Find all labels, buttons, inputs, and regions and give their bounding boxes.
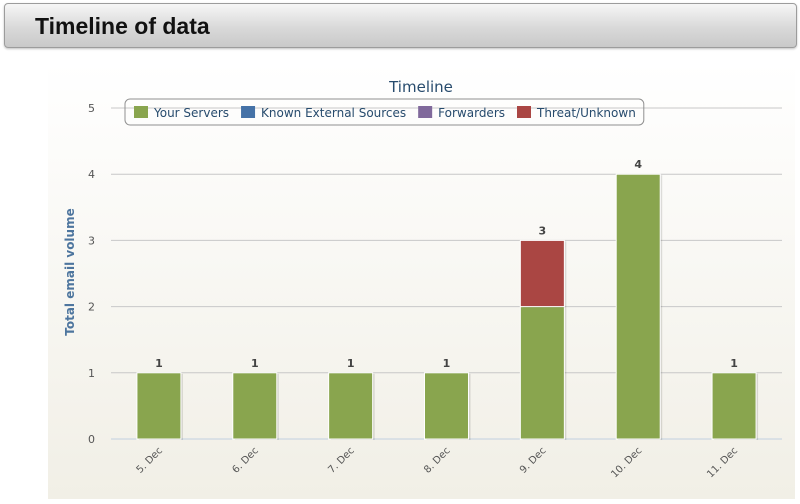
bar-segment[interactable] [519, 306, 565, 440]
bar-segment[interactable] [328, 372, 374, 440]
y-tick-label: 2 [88, 301, 95, 314]
x-tick-label: 8. Dec [422, 445, 452, 475]
data-label: 1 [251, 357, 259, 370]
bars: 1 1 1 1 3 4 1 [136, 158, 759, 440]
legend-label: Known External Sources [261, 106, 406, 120]
bar-segment[interactable] [136, 372, 182, 440]
panel-header: Timeline of data [4, 3, 797, 48]
legend-item[interactable]: Forwarders [418, 106, 505, 120]
x-tick-label: 5. Dec [135, 445, 165, 475]
x-axis-ticks: 5. Dec 6. Dec 7. Dec 8. Dec 9. Dec 10. Dec 11.… [135, 445, 741, 480]
legend-label: Forwarders [438, 106, 505, 120]
legend-item[interactable]: Your Servers [134, 106, 229, 120]
panel-title: Timeline of data [35, 13, 210, 39]
chart-area: Timeline Total email volume 1 1 1 1 3 4 1 0 1 2 3… [48, 62, 795, 499]
timeline-chart: Timeline Total email volume 1 1 1 1 3 4 1 0 1 2 3… [63, 78, 782, 480]
legend-item[interactable]: Threat/Unknown [517, 106, 636, 120]
data-label: 1 [443, 357, 451, 370]
bar-segment[interactable] [615, 173, 661, 440]
bar-segment[interactable] [424, 372, 469, 440]
legend-label: Your Servers [153, 106, 229, 120]
y-tick-label: 3 [88, 234, 95, 247]
data-label: 3 [539, 224, 547, 237]
x-tick-label: 7. Dec [326, 445, 356, 475]
y-tick-label: 0 [88, 433, 95, 446]
legend-swatch [241, 106, 256, 118]
x-tick-label: 10. Dec [609, 445, 644, 480]
legend-swatch [418, 106, 433, 118]
chart-title: Timeline [388, 78, 453, 96]
data-label: 1 [730, 357, 738, 370]
x-tick-label: 9. Dec [518, 445, 548, 475]
legend-box [124, 98, 645, 126]
x-tick-label: 11. Dec [705, 445, 740, 480]
legend-label: Threat/Unknown [536, 106, 636, 120]
legend-item[interactable]: Known External Sources [241, 106, 406, 120]
data-label: 1 [347, 357, 355, 370]
bar-segment[interactable] [711, 372, 757, 440]
x-tick-label: 6. Dec [230, 445, 260, 475]
grid-lines [111, 107, 782, 440]
bar-segment[interactable] [519, 239, 565, 308]
y-tick-label: 4 [88, 168, 95, 181]
legend-swatch [134, 106, 148, 118]
y-tick-label: 5 [88, 102, 95, 115]
y-tick-label: 1 [88, 367, 95, 380]
bar-segment[interactable] [232, 372, 278, 440]
y-axis-title: Total email volume [63, 208, 77, 335]
y-axis-ticks: 0 1 2 3 4 5 [88, 102, 95, 446]
data-label: 1 [155, 357, 163, 370]
legend-swatch [517, 106, 531, 118]
legend[interactable]: Your Servers Known External Sources Forwar… [124, 98, 645, 126]
data-label: 4 [634, 158, 642, 171]
